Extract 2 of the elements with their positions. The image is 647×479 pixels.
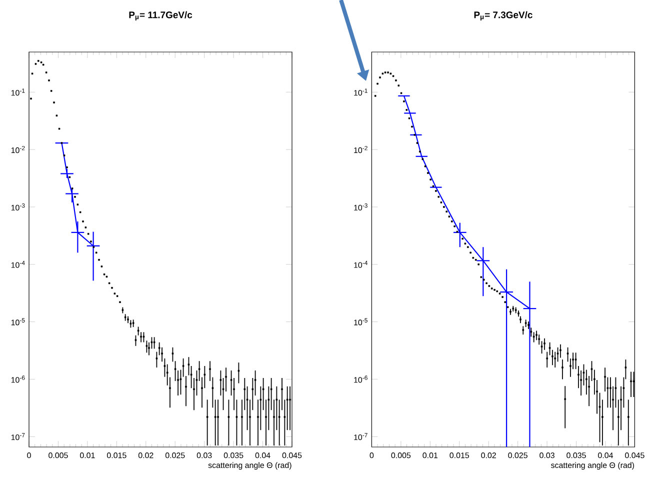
chart-title: P$_{μ}$= 11.7GeV/c xyxy=(129,11,192,20)
chart-title: P$_{μ}$= 7.3GeV/c xyxy=(474,11,532,20)
